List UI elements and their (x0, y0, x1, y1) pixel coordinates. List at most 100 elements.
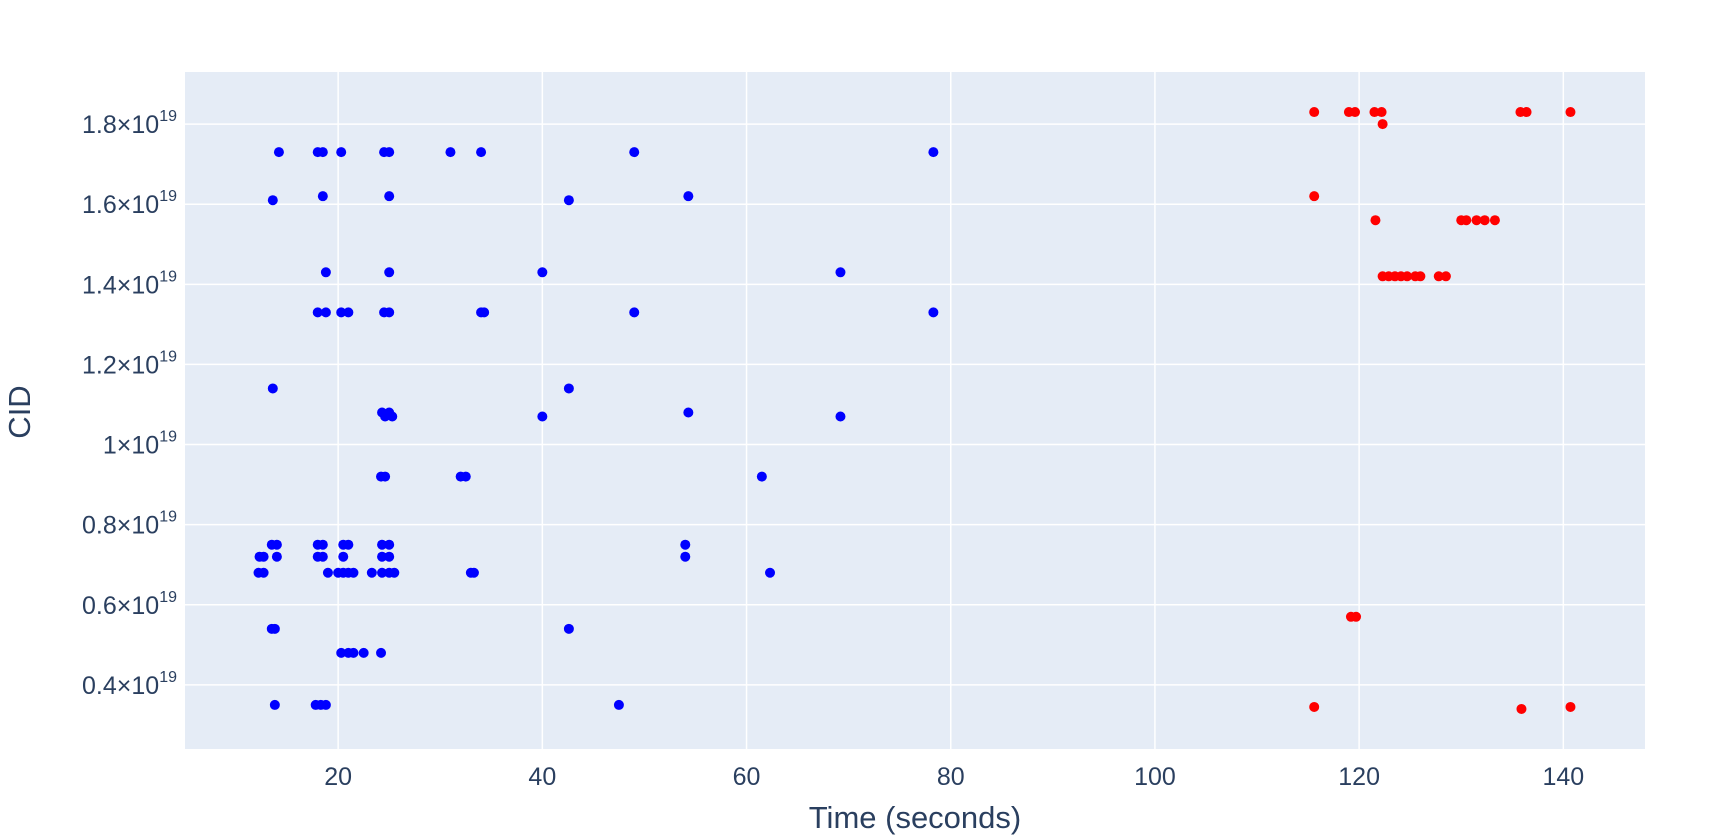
blue-data-point (680, 539, 691, 550)
y-tick-label: 1.4×1019 (82, 268, 177, 299)
blue-data-point (358, 647, 369, 658)
blue-data-point (271, 551, 282, 562)
blue-data-point (460, 471, 471, 482)
red-data-point (1402, 271, 1413, 282)
blue-data-point (680, 551, 691, 562)
x-tick-label: 120 (1338, 763, 1380, 791)
blue-data-point (377, 551, 388, 562)
data-points (253, 107, 1576, 714)
red-data-point (1376, 107, 1387, 118)
blue-data-point (258, 567, 269, 578)
y-tick-label: 1×1019 (103, 429, 177, 460)
blue-data-point (537, 267, 548, 278)
red-data-point (1309, 191, 1320, 202)
blue-data-point (377, 567, 388, 578)
blue-data-point (389, 567, 400, 578)
red-data-point (1565, 701, 1576, 712)
blue-data-point (928, 147, 939, 158)
blue-data-point (258, 551, 269, 562)
plot-area (185, 72, 1645, 749)
blue-data-point (317, 539, 328, 550)
blue-data-point (537, 411, 548, 422)
blue-data-point (269, 699, 280, 710)
blue-data-point (348, 567, 359, 578)
blue-data-point (683, 191, 694, 202)
blue-data-point (384, 307, 395, 318)
y-tick-label: 0.8×1019 (82, 509, 177, 540)
blue-data-point (343, 307, 354, 318)
blue-data-point (317, 147, 328, 158)
red-data-point (1369, 107, 1380, 118)
x-axis-title: Time (seconds) (809, 800, 1021, 835)
blue-data-point (445, 147, 456, 158)
blue-data-point (336, 307, 347, 318)
x-tick-label: 60 (733, 763, 761, 791)
x-tick-label: 100 (1134, 763, 1176, 791)
blue-data-point (563, 383, 574, 394)
y-tick-label: 1.2×1019 (82, 348, 177, 379)
y-tick-label: 0.4×1019 (82, 669, 177, 700)
red-data-point (1461, 215, 1472, 226)
y-axis-ticks: 0.4×1019 0.6×1019 0.8×1019 1×1019 1.2×1019 1.… (82, 108, 177, 700)
red-data-point (1521, 107, 1532, 118)
blue-data-point (269, 623, 280, 634)
blue-data-point (384, 551, 395, 562)
blue-data-point (273, 147, 284, 158)
blue-data-point (376, 647, 387, 658)
blue-data-point (756, 471, 767, 482)
red-data-point (1433, 271, 1444, 282)
blue-data-point (384, 191, 395, 202)
blue-data-point (320, 699, 331, 710)
blue-data-point (384, 267, 395, 278)
red-data-point (1309, 701, 1320, 712)
blue-data-point (835, 411, 846, 422)
blue-data-point (267, 195, 278, 206)
blue-data-point (336, 647, 347, 658)
blue-data-point (835, 267, 846, 278)
red-data-point (1350, 107, 1361, 118)
blue-data-point (384, 539, 395, 550)
blue-data-point (338, 551, 349, 562)
blue-data-point (322, 567, 333, 578)
blue-data-point (765, 567, 776, 578)
blue-data-point (366, 567, 377, 578)
blue-data-point (317, 551, 328, 562)
blue-data-point (563, 623, 574, 634)
red-data-point (1479, 215, 1490, 226)
y-tick-label: 0.6×1019 (82, 589, 177, 620)
blue-data-point (320, 307, 331, 318)
red-data-point (1377, 119, 1388, 130)
blue-data-point (348, 647, 359, 658)
blue-data-point (336, 147, 347, 158)
blue-data-point (928, 307, 939, 318)
blue-data-point (629, 147, 640, 158)
x-axis-ticks: 20 40 60 80 100 120 140 (324, 763, 1584, 791)
red-data-point (1309, 107, 1320, 118)
x-tick-label: 140 (1542, 763, 1584, 791)
y-tick-label: 1.8×1019 (82, 108, 177, 139)
blue-data-point (271, 539, 282, 550)
blue-data-point (312, 307, 323, 318)
blue-data-point (377, 539, 388, 550)
blue-data-point (380, 471, 391, 482)
blue-data-point (317, 191, 328, 202)
blue-data-point (384, 147, 395, 158)
red-data-point (1489, 215, 1500, 226)
grid-lines (185, 72, 1645, 749)
blue-data-point (563, 195, 574, 206)
red-data-point (1440, 271, 1451, 282)
blue-data-point (387, 411, 398, 422)
red-data-point (1471, 215, 1482, 226)
red-data-point (1351, 611, 1362, 622)
blue-data-point (320, 267, 331, 278)
y-tick-label: 1.6×1019 (82, 188, 177, 219)
red-data-point (1516, 703, 1527, 714)
y-axis-title: CID (2, 385, 37, 438)
blue-data-point (343, 539, 354, 550)
blue-data-point (683, 407, 694, 418)
blue-data-point (468, 567, 479, 578)
blue-data-point (476, 147, 487, 158)
x-tick-label: 20 (324, 763, 352, 791)
blue-data-point (267, 383, 278, 394)
red-data-point (1415, 271, 1426, 282)
